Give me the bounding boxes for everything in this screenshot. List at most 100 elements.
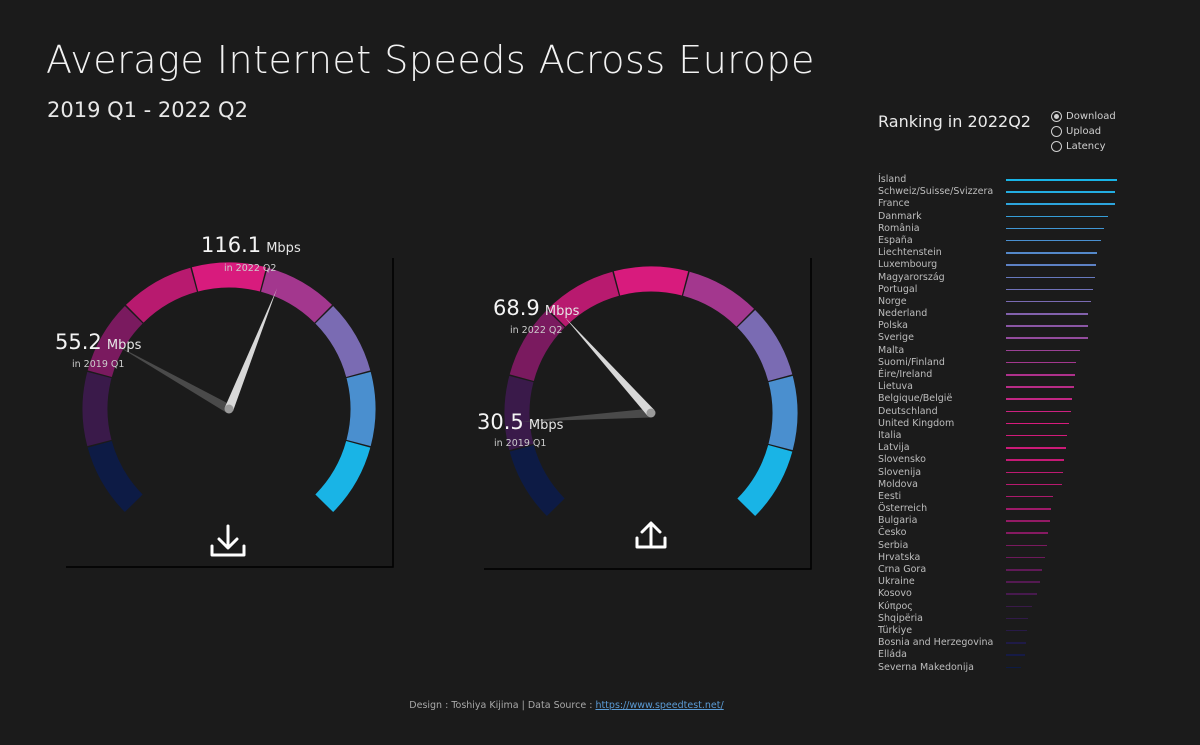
download-icon (210, 524, 246, 557)
ranking-country-label: Luxembourg (878, 259, 938, 271)
ranking-country-label: Deutschland (878, 405, 938, 417)
ranking-country-label: Türkiye (878, 624, 913, 636)
reading-value: 55.2 (55, 330, 102, 354)
ranking-bar (1006, 422, 1070, 425)
ranking-country-label: Crna Gora (878, 564, 927, 575)
ranking-bar (1006, 593, 1037, 595)
ranking-bar (1006, 410, 1071, 413)
ranking-country-label: Schweiz/Suisse/Svizzera (878, 186, 994, 198)
download-previous-reading: 55.2 Mbps (55, 330, 141, 354)
ranking-bar (1006, 349, 1080, 352)
ranking-country-label: Danmark (878, 210, 922, 222)
ranking-bar (1006, 203, 1116, 205)
ranking-bar (1006, 471, 1063, 473)
ranking-country-label: Serbia (878, 539, 909, 551)
ranking-country-label: Magyarország (878, 271, 945, 283)
ranking-country-label: Lietuva (878, 381, 913, 393)
gauge-segment (504, 375, 534, 451)
gauge-segment (737, 309, 793, 382)
ranking-bar (1006, 215, 1108, 218)
ranking-country-label: Bulgaria (878, 515, 918, 527)
ranking-bar (1006, 654, 1025, 656)
ranking-bar (1006, 276, 1095, 278)
footer: Design : Toshiya Kijima | Data Source : … (0, 700, 1133, 711)
ranking-bar (1006, 666, 1021, 668)
gauge-segment (509, 309, 565, 382)
ranking-bar (1006, 447, 1066, 449)
ranking-country-label: Italia (878, 429, 902, 441)
ranking-country-label: France (878, 198, 910, 210)
reading-unit: Mbps (544, 304, 580, 319)
ranking-bar (1006, 629, 1028, 632)
data-source-link[interactable]: https://www.speedtest.net/ (595, 700, 724, 711)
ranking-bar (1006, 581, 1041, 583)
download-gauge (82, 262, 376, 513)
upload-current-reading: 68.9 Mbps (493, 296, 579, 320)
radio-unselected-icon[interactable] (1051, 141, 1062, 152)
ranking-country-label: Moldova (878, 478, 918, 490)
gauge-segment (682, 271, 755, 327)
ranking-country-label: Norge (878, 295, 907, 307)
ranking-bar (1006, 642, 1027, 644)
upload-previous-period: in 2019 Q1 (494, 438, 547, 449)
radio-download[interactable]: Download (1051, 109, 1116, 124)
ranking-bar (1006, 313, 1088, 315)
ranking-country-label: Liechtenstein (878, 247, 942, 259)
ranking-bar (1006, 179, 1117, 181)
radio-selected-icon[interactable] (1051, 111, 1062, 122)
reading-unit: Mbps (106, 338, 142, 353)
ranking-country-label: Éire/Ireland (878, 369, 933, 380)
radio-label: Upload (1066, 126, 1102, 137)
gauge-segment (737, 444, 793, 517)
gauge-segment (125, 267, 198, 323)
ranking-country-label: Malta (878, 344, 905, 356)
ranking-bar (1006, 386, 1074, 388)
ranking-country-label: Ísland (878, 174, 907, 185)
ranking-country-label: Elláda (878, 649, 907, 661)
needle-previous (521, 408, 652, 422)
needle-hub (224, 404, 234, 414)
ranking-country-label: Κύπρος (878, 600, 913, 612)
gauge-segment (191, 262, 267, 292)
needle-current (224, 288, 278, 411)
ranking-country-label: Slovenija (878, 466, 922, 478)
page-title: Average Internet Speeds Across Europe (46, 38, 815, 82)
ranking-country-label: United Kingdom (878, 417, 955, 429)
ranking-bar (1006, 556, 1045, 559)
ranking-bar (1006, 300, 1091, 303)
ranking-country-label: Polska (878, 320, 908, 332)
download-current-reading: 116.1 Mbps (201, 233, 301, 257)
ranking-bar (1006, 337, 1088, 339)
gauge-segment (87, 440, 143, 513)
radio-upload[interactable]: Upload (1051, 124, 1116, 139)
download-panel-frame (66, 258, 394, 568)
ranking-country-label: Portugal (878, 283, 918, 295)
reading-unit: Mbps (266, 241, 301, 256)
ranking-country-label: Sverige (878, 332, 914, 344)
reading-unit: Mbps (528, 418, 564, 433)
ranking-bar (1006, 374, 1075, 376)
footer-credit: Design : Toshiya Kijima | Data Source : (409, 700, 596, 711)
gauge-segment (260, 267, 333, 323)
ranking-country-label: Eesti (878, 490, 902, 502)
ranking-country-label: Belgique/België (878, 393, 953, 405)
ranking-bar (1006, 227, 1104, 230)
gauge-segment (613, 266, 689, 296)
page-subtitle: 2019 Q1 - 2022 Q2 (47, 98, 248, 122)
ranking-bar (1006, 520, 1050, 522)
ranking-bar (1006, 605, 1033, 608)
gauges-svg (66, 258, 812, 570)
gauge-segment (547, 271, 620, 327)
gauge-segment (315, 305, 371, 378)
ranking-bar (1006, 569, 1042, 571)
gauge-segment (315, 440, 371, 513)
ranking-bar (1006, 532, 1049, 534)
ranking-bar (1006, 508, 1051, 510)
ranking-country-label: Slovensko (878, 454, 926, 466)
radio-latency[interactable]: Latency (1051, 139, 1116, 154)
radio-label: Latency (1066, 141, 1106, 152)
radio-unselected-icon[interactable] (1051, 126, 1062, 137)
ranking-bar (1006, 252, 1098, 254)
ranking-title: Ranking in 2022Q2 (878, 112, 1031, 131)
download-previous-period: in 2019 Q1 (72, 359, 125, 370)
